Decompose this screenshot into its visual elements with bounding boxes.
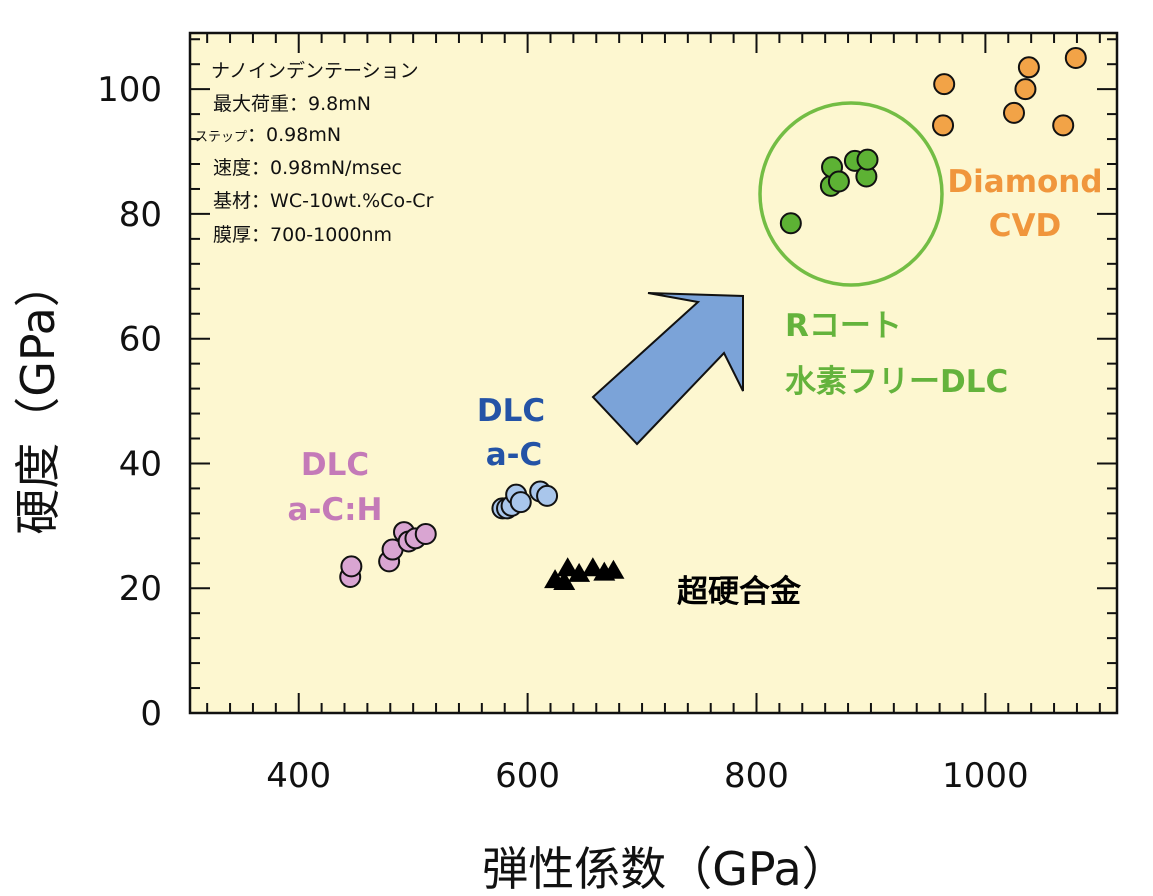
series-3 [779,148,879,235]
y-tick-label: 60 [119,320,162,360]
label-dlc-ac-line2: a-C [486,437,543,473]
y-tick-label: 100 [97,70,162,110]
y-tick-label: 80 [119,195,162,235]
y-axis-title: 硬度（GPa） [11,261,65,535]
data-point-triangle [553,570,576,590]
data-point-triangle [568,562,591,582]
data-point [536,484,559,507]
label-rcoat-line1: Rコート [785,308,902,344]
label-dlc-ach-line1: DLC [301,447,369,483]
data-point [1064,46,1087,69]
highlight-circle [758,101,944,287]
series-2 [544,557,625,590]
plot-frame [188,31,1119,715]
data-point [932,114,955,137]
data-point [340,555,363,578]
y-tick-label: 0 [140,694,162,734]
x-tick-label: 800 [724,756,789,796]
data-point-triangle [556,557,579,577]
label-dlc-ach-line2: a-C:H [288,492,383,528]
y-tick-label: 40 [119,444,162,484]
x-axis-title: 弾性係数（GPa） [482,842,848,896]
label-dlc-ac-line1: DLC [477,393,545,429]
data-point [856,148,879,171]
group-labels: DLC a-C:H DLC a-C 超硬合金 Rコート 水素フリーDLC Dia… [288,164,1103,610]
series-4 [932,46,1087,137]
data-point [779,212,802,235]
y-tick-label: 20 [119,569,162,609]
label-diamond-line2: CVD [989,208,1061,244]
x-tick-label: 1000 [942,756,1029,796]
label-rcoat-line2: 水素フリーDLC [785,364,1008,400]
x-tick-label: 600 [495,756,560,796]
conditions-title: ナノインデンテーション [211,60,419,82]
data-point [1003,101,1025,124]
data-point [509,491,532,514]
label-diamond-line1: Diamond [947,164,1102,200]
label-cemented-carbide: 超硬合金 [677,574,802,610]
data-point [933,73,956,96]
condition-substrate: 基材：WC-10wt.%Co-Cr [213,190,434,212]
condition-step: ステップ：0.98mN [195,124,341,146]
series-0 [339,521,437,588]
conditions-box: ナノインデンテーション 最大荷重：9.8mN ステップ：0.98mN 速度：0.… [195,60,434,246]
trend-arrow [591,292,744,446]
condition-max-load: 最大荷重：9.8mN [213,93,371,115]
x-tick-label: 400 [266,756,331,796]
data-point-triangle [581,557,604,577]
data-point [1014,78,1037,101]
series-1 [491,480,559,520]
condition-speed: 速度：0.98mN/msec [213,157,402,179]
data-point [1017,56,1040,79]
data-point-triangle [602,559,625,579]
data-point [1052,114,1075,137]
condition-thickness: 膜厚：700-1000nm [213,224,392,246]
data-point [827,170,850,193]
data-point [414,522,437,545]
